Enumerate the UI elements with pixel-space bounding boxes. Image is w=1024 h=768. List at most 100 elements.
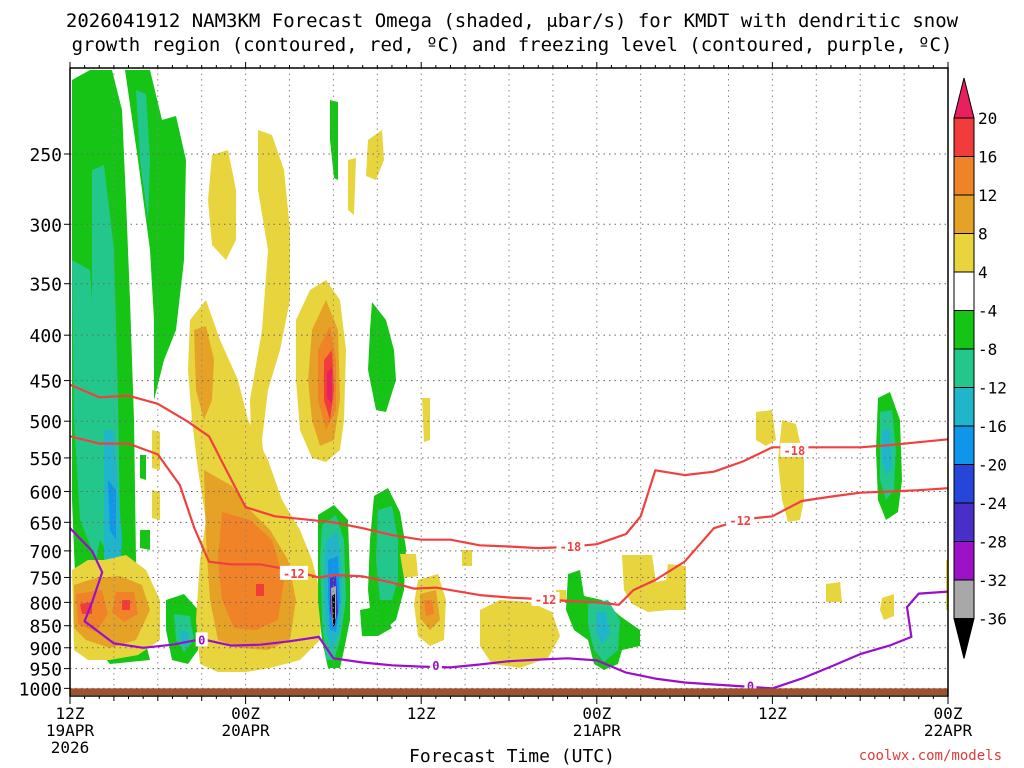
omega-blob-20 <box>208 150 236 260</box>
contour-label-bg-4 <box>726 513 755 528</box>
contour-label-5: 0 <box>198 633 205 647</box>
contour-label-bg-2 <box>279 565 308 580</box>
y-tick-label-850: 850 <box>29 617 62 638</box>
omega-blob-46 <box>400 554 418 578</box>
x-tick-label-12-0: 00Z <box>231 704 260 723</box>
colorbar-label-12: -32 <box>978 571 1007 590</box>
y-axis: 2503003504004505005506006507007508008509… <box>19 145 70 700</box>
contour-line-1 <box>69 435 949 606</box>
omega-blob-60 <box>826 582 842 602</box>
omega-shading <box>72 70 948 672</box>
omega-blob-44 <box>376 506 398 600</box>
y-tick-label-950: 950 <box>29 660 62 681</box>
y-tick-label-300: 300 <box>29 215 62 236</box>
omega-blob-50 <box>422 398 430 442</box>
omega-blob-61 <box>880 594 894 620</box>
colorbar-box-4 <box>953 271 975 311</box>
contour-label-1: -18 <box>784 444 806 458</box>
colorbar-box-11 <box>953 541 975 581</box>
y-tick-label-400: 400 <box>29 326 62 347</box>
omega-blob-49 <box>424 600 434 616</box>
colorbar-label-1: 16 <box>978 148 997 167</box>
omega-blob-57 <box>622 555 686 612</box>
ground-layer <box>70 688 948 695</box>
omega-blob-5 <box>125 70 186 400</box>
y-tick-label-700: 700 <box>29 542 62 563</box>
colorbar-box-3 <box>953 233 975 273</box>
y-tick-label-500: 500 <box>29 412 62 433</box>
omega-blob-31 <box>327 368 332 404</box>
contour-label-7: 0 <box>747 679 754 693</box>
colorbar-label-13: -36 <box>978 610 1007 629</box>
colorbar-cap-top <box>953 77 975 119</box>
colorbar-label-7: -12 <box>978 379 1007 398</box>
omega-blob-65 <box>882 430 892 476</box>
site-credit: coolwx.com/models <box>858 748 1002 764</box>
colorbar-label-4: 4 <box>978 263 988 282</box>
x-tick-label-60-0: 00Z <box>934 704 963 723</box>
contour-label-4: -12 <box>729 514 751 528</box>
omega-blob-58 <box>756 410 776 446</box>
colorbar-box-7 <box>953 387 975 427</box>
chart-title-line-2: growth region (contoured, red, ºC) and f… <box>71 34 953 56</box>
colorbar-box-8 <box>953 425 975 465</box>
contour-label-bg-0 <box>556 539 585 554</box>
colorbar-label-5: -4 <box>978 302 997 321</box>
x-tick-label-0-0: 12Z <box>56 704 85 723</box>
temperature-contours: -18 -18 -12 -12 -12 0 0 0 <box>69 383 949 693</box>
colorbar-box-1 <box>953 156 975 196</box>
y-tick-label-550: 550 <box>29 449 62 470</box>
omega-blob-34 <box>366 130 384 180</box>
contour-label-bg-3 <box>531 591 560 606</box>
chart-title-line-1: 2026041912 NAM3KM Forecast Omega (shaded… <box>65 10 959 32</box>
colorbar-label-0: 20 <box>978 109 997 128</box>
colorbar-label-6: -8 <box>978 340 997 359</box>
contour-line-2 <box>69 527 949 690</box>
y-tick-label-250: 250 <box>29 145 62 166</box>
omega-blob-25 <box>218 512 284 630</box>
omega-blob-15 <box>152 490 160 520</box>
omega-blob-16 <box>140 530 150 550</box>
omega-blob-2 <box>72 260 104 560</box>
contour-label-0: -18 <box>560 540 582 554</box>
colorbar-box-5 <box>953 310 975 350</box>
colorbar-box-12 <box>953 579 975 619</box>
contour-label-2: -12 <box>283 567 305 581</box>
y-tick-label-450: 450 <box>29 372 62 393</box>
contour-label-bg-1 <box>780 442 809 457</box>
colorbar: 20 16 12 8 4 -4 -8 -12 -16 -20 -24 -28 -32 -36 <box>953 77 1007 659</box>
y-tick-label-600: 600 <box>29 482 62 503</box>
x-tick-label-60-1: 22APR <box>924 721 973 740</box>
contour-label-bg-5 <box>195 632 208 647</box>
contour-label-3: -12 <box>535 593 557 607</box>
x-tick-label-36-0: 00Z <box>582 704 611 723</box>
y-tick-label-900: 900 <box>29 639 62 660</box>
y-tick-label-1000: 1000 <box>19 679 62 700</box>
ground-fill <box>70 688 948 695</box>
omega-blob-26 <box>256 584 264 596</box>
x-tick-label-12-1: 20APR <box>222 721 271 740</box>
omega-blob-12 <box>122 600 130 610</box>
colorbar-label-2: 12 <box>978 186 997 205</box>
omega-blob-32 <box>330 100 338 180</box>
colorbar-box-6 <box>953 348 975 388</box>
x-tick-label-48-0: 12Z <box>758 704 787 723</box>
colorbar-cap-bottom <box>953 618 975 659</box>
omega-blob-52 <box>480 600 560 668</box>
omega-blob-13 <box>152 430 160 470</box>
y-tick-label-750: 750 <box>29 568 62 589</box>
x-tick-label-24-0: 12Z <box>407 704 436 723</box>
omega-blob-33 <box>348 158 356 215</box>
omega-blob-45 <box>360 606 392 636</box>
omega-blob-51 <box>462 550 472 566</box>
colorbar-box-0 <box>953 117 975 157</box>
colorbar-label-11: -28 <box>978 533 1007 552</box>
x-tick-label-0-2: 2026 <box>51 738 90 757</box>
x-tick-label-0-1: 19APR <box>46 721 95 740</box>
y-tick-label-350: 350 <box>29 275 62 296</box>
omega-blob-35 <box>368 302 396 412</box>
colorbar-box-10 <box>953 502 975 542</box>
x-axis-title: Forecast Time (UTC) <box>409 746 615 767</box>
